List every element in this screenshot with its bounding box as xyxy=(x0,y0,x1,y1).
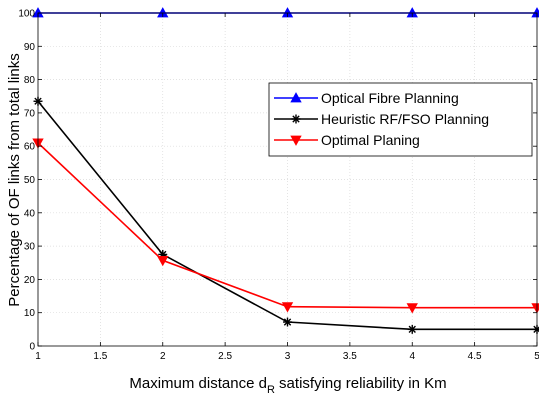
legend-entry: Heuristic RF/FSO Planning xyxy=(274,111,489,127)
y-tick-label: 60 xyxy=(24,142,36,153)
data-point xyxy=(407,324,417,334)
x-tick-label: 3.5 xyxy=(343,351,357,362)
y-tick-label: 50 xyxy=(24,175,36,186)
data-point xyxy=(157,256,169,267)
data-point xyxy=(283,317,292,327)
legend-entry: Optimal Planing xyxy=(274,132,420,148)
data-point xyxy=(281,302,294,313)
x-axis-label: Maximum distance dR satisfying reliabili… xyxy=(129,375,446,396)
data-point xyxy=(290,135,302,146)
legend-label: Heuristic RF/FSO Planning xyxy=(321,111,489,127)
y-tick-label: 70 xyxy=(24,108,36,119)
y-axis-label: Percentage of OF links from total links xyxy=(6,53,23,306)
data-point xyxy=(290,92,302,103)
legend-label: Optical Fibre Planning xyxy=(321,90,459,106)
x-tick-label: 1 xyxy=(35,351,41,362)
x-tick-label: 5 xyxy=(534,351,539,362)
y-tick-label: 80 xyxy=(24,75,36,86)
x-tick-label: 4 xyxy=(409,351,415,362)
y-tick-label: 10 xyxy=(24,308,36,319)
x-tick-label: 3 xyxy=(285,351,291,362)
y-tick-label: 90 xyxy=(24,42,36,53)
y-tick-label: 30 xyxy=(24,242,36,253)
y-tick-label: 100 xyxy=(18,9,35,20)
x-tick-label: 2 xyxy=(160,351,166,362)
x-tick-label: 1.5 xyxy=(93,351,107,362)
y-tick-label: 20 xyxy=(24,275,36,286)
y-tick-label: 40 xyxy=(24,208,36,219)
x-tick-label: 2.5 xyxy=(218,351,232,362)
y-tick-label: 0 xyxy=(29,342,35,353)
legend: Optical Fibre Planning Heuristic RF/FSO P… xyxy=(268,82,533,157)
data-point xyxy=(291,114,301,124)
data-point xyxy=(406,303,418,314)
legend-entry: Optical Fibre Planning xyxy=(274,90,459,106)
legend-label: Optimal Planing xyxy=(321,132,420,148)
x-tick-label: 4.5 xyxy=(468,351,482,362)
